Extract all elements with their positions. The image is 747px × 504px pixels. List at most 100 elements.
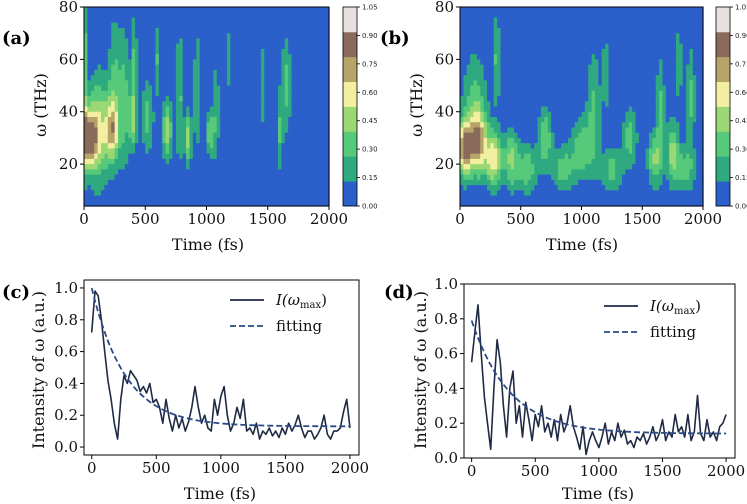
heatmap-a-cell xyxy=(237,96,242,102)
heatmap-b-cell xyxy=(611,90,616,97)
heatmap-b-cell xyxy=(598,12,603,19)
heatmap-b-cell xyxy=(544,12,549,19)
heatmap-a-cell xyxy=(315,7,320,13)
heatmap-b-cell xyxy=(645,59,650,66)
heatmap-a-cell xyxy=(107,174,112,181)
heatmap-a-cell xyxy=(305,153,310,160)
heatmap-a-cell xyxy=(101,85,106,92)
heatmap-a-cell xyxy=(158,7,163,13)
heatmap-a-cell xyxy=(226,169,231,176)
heatmap-a-cell xyxy=(186,164,191,170)
heatmap-a-cell xyxy=(203,132,208,139)
heatmap-a-cell xyxy=(284,17,289,24)
heatmap-b-cell xyxy=(615,174,620,181)
heatmap-b-cell xyxy=(638,111,643,118)
heatmap-b-cell xyxy=(534,158,539,165)
heatmap-a-cell xyxy=(271,137,276,144)
heatmap-b-cell xyxy=(503,185,508,191)
heatmap-b-cell xyxy=(487,17,491,24)
heatmap-a-cell xyxy=(318,27,323,34)
heatmap-b-cell xyxy=(638,185,643,191)
heatmap-a-cell xyxy=(87,17,92,24)
heatmap-a-cell xyxy=(90,158,95,165)
heatmap-b-cell xyxy=(625,200,630,207)
heatmap-b-cell xyxy=(510,96,515,102)
heatmap-b-cell xyxy=(527,7,532,13)
heatmap-a-cell xyxy=(203,54,208,60)
heatmap-a-cell xyxy=(213,38,218,45)
heatmap-a-cell xyxy=(165,200,170,207)
heatmap-a-cell xyxy=(315,127,320,134)
heatmap-b-cell xyxy=(622,179,626,186)
heatmap-b-cell xyxy=(547,164,552,170)
heatmap-a-cell xyxy=(264,38,269,45)
heatmap-b-cell xyxy=(591,90,596,97)
heatmap-b-cell xyxy=(601,96,606,102)
heatmap-a-cell xyxy=(305,132,310,139)
heatmap-a-cell xyxy=(118,116,123,123)
heatmap-a-cell xyxy=(128,111,133,118)
heatmap-b-cell xyxy=(534,59,539,66)
heatmap-b-cell xyxy=(564,33,569,40)
heatmap-a-cell xyxy=(87,69,92,76)
heatmap-a-cell xyxy=(250,80,255,87)
heatmap-b-cell xyxy=(483,85,488,92)
heatmap-a-cell xyxy=(223,43,228,50)
heatmap-a-cell xyxy=(325,96,330,102)
heatmap-b-cell xyxy=(463,38,468,45)
heatmap-a-cell xyxy=(294,64,299,71)
heatmap-a-cell xyxy=(155,132,160,139)
heatmap-b-cell xyxy=(591,7,596,13)
heatmap-b-cell xyxy=(591,64,596,71)
heatmap-a-cell xyxy=(192,164,197,170)
heatmap-b-cell xyxy=(574,12,579,19)
heatmap-a-cell xyxy=(169,116,174,123)
heatmap-b-cell xyxy=(520,54,525,60)
heatmap-b-cell xyxy=(544,195,549,202)
heatmap-a-cell xyxy=(216,33,221,40)
heatmap-a-cell xyxy=(199,59,204,66)
heatmap-b-cell xyxy=(520,164,525,170)
heatmap-b-cell xyxy=(490,148,495,155)
heatmap-a-cell xyxy=(196,22,201,29)
heatmap-a-cell xyxy=(138,101,143,108)
heatmap-a-cell xyxy=(128,27,133,34)
heatmap-b-cell xyxy=(655,17,660,24)
heatmap-b-cell xyxy=(460,27,464,34)
heatmap-b-cell xyxy=(507,12,512,19)
heatmap-a-cell xyxy=(216,174,221,181)
heatmap-a-cell xyxy=(148,190,153,197)
heatmap-b-cell xyxy=(608,27,613,34)
heatmap-a-cell xyxy=(247,106,252,113)
heatmap-a-cell xyxy=(254,116,259,123)
heatmap-b-cell xyxy=(517,106,522,113)
heatmap-b-cell xyxy=(470,69,475,76)
heatmap-a-cell xyxy=(196,195,201,202)
heatmap-a-cell xyxy=(182,85,187,92)
heatmap-a-cell xyxy=(294,12,299,19)
heatmap-a-cell xyxy=(257,169,262,176)
heatmap-a-cell xyxy=(182,59,187,66)
heatmap-a-cell xyxy=(322,96,327,102)
heatmap-b-cell xyxy=(554,137,559,144)
heatmap-b-cell xyxy=(632,190,637,197)
heatmap-a-cell xyxy=(175,17,180,24)
heatmap-a-cell xyxy=(192,69,197,76)
heatmap-b-cell xyxy=(547,195,552,202)
heatmap-a-cell xyxy=(308,164,313,170)
heatmap-b-cell xyxy=(537,174,542,181)
heatmap-a-cell xyxy=(240,7,245,13)
heatmap-a-cell xyxy=(118,38,123,45)
heatmap-b-cell xyxy=(487,75,491,81)
heatmap-b-cell xyxy=(493,48,498,55)
heatmap-a-cell xyxy=(186,116,191,123)
heatmap-a-cell xyxy=(226,111,231,118)
heatmap-a-cell xyxy=(260,12,265,19)
heatmap-a-cell xyxy=(298,17,303,24)
heatmap-b-cell xyxy=(476,116,481,123)
heatmap-a-cell xyxy=(84,148,88,155)
heatmap-a-cell xyxy=(250,148,255,155)
heatmap-a-cell xyxy=(169,85,174,92)
heatmap-a-cell xyxy=(305,90,310,97)
heatmap-b-cell xyxy=(541,80,545,87)
